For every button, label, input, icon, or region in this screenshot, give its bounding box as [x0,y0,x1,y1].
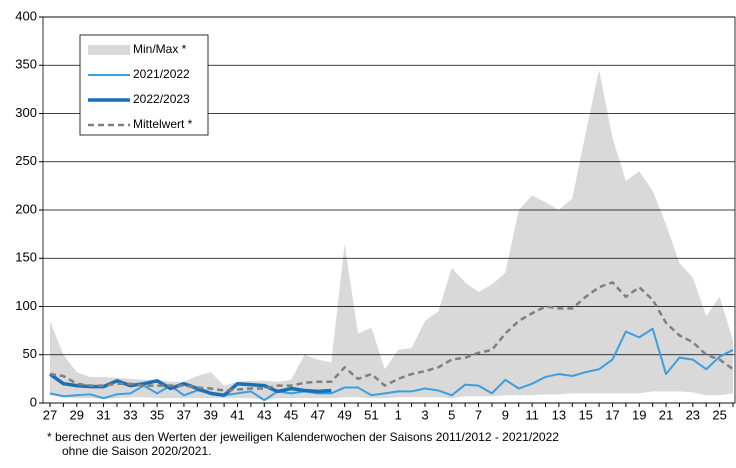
y-tick-label: 400 [15,8,37,23]
x-tick-label: 17 [605,407,619,422]
y-tick-label: 250 [15,153,37,168]
x-tick-label: 45 [284,407,298,422]
x-tick-label: 1 [395,407,402,422]
legend-swatch [88,45,130,55]
x-tick-label: 19 [632,407,646,422]
footnote: ohne die Saison 2020/2021. [62,444,211,458]
x-tick-label: 11 [525,407,539,422]
x-tick-label: 43 [257,407,271,422]
x-tick-label: 33 [123,407,137,422]
legend-label: 2022/2023 [133,92,190,106]
y-tick-label: 50 [23,346,37,361]
x-tick-label: 35 [150,407,164,422]
series-line [49,327,734,402]
x-tick-label: 51 [364,407,378,422]
x-tick-label: 9 [502,407,509,422]
x-tick-label: 41 [230,407,244,422]
x-tick-label: 21 [659,407,673,422]
x-tick-label: 5 [448,407,455,422]
x-tick-label: 27 [43,407,57,422]
x-tick-label: 39 [203,407,217,422]
y-tick-label: 0 [30,394,37,409]
y-tick-label: 100 [15,298,37,313]
x-tick-label: 49 [337,407,351,422]
x-tick-label: 3 [421,407,428,422]
x-tick-label: 23 [686,407,700,422]
x-tick-label: 25 [712,407,726,422]
y-tick-label: 350 [15,57,37,72]
plot-frame [42,16,736,404]
y-tick-label: 200 [15,201,37,216]
x-tick-label: 37 [177,407,191,422]
x-tick-label: 29 [70,407,84,422]
y-tick-label: 150 [15,250,37,265]
legend-label: Min/Max * [133,42,187,56]
y-tick-label: 300 [15,105,37,120]
x-tick-label: 31 [96,407,110,422]
x-tick-label: 7 [475,407,482,422]
min-max-band [50,70,733,401]
footnote: * berechnet aus den Werten der jeweilige… [47,430,559,444]
legend-label: 2021/2022 [133,67,190,81]
x-tick-label: 13 [552,407,566,422]
x-tick-label: 47 [311,407,325,422]
series-line [49,281,734,392]
legend-label: Mittelwert * [133,117,193,131]
x-tick-label: 15 [578,407,592,422]
